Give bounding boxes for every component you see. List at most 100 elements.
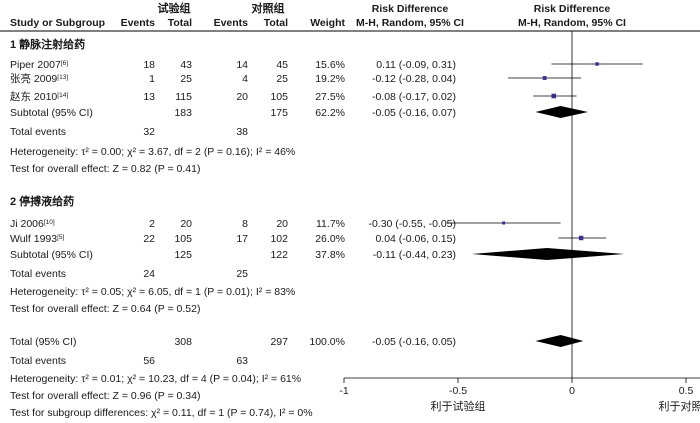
control-group-header: 对照组 [252,1,285,15]
events-control: 17 [236,233,248,245]
study-marker [595,62,599,66]
study-effect-ci: 0.04 (-0.06, 0.15) [375,233,456,245]
subgroup-title: 2 停搏液给药 [10,194,74,208]
subgroup-title: 1 静脉注射给药 [10,37,85,51]
total-treatment: 25 [180,73,192,85]
overall-effect-test-text: Test for overall effect: Z = 0.96 (P = 0… [10,390,200,402]
study-name: 张亮 2009[13] [10,72,68,85]
subgroup-differences-text: Test for subgroup differences: χ² = 0.11… [10,407,313,419]
heterogeneity-text: Heterogeneity: τ² = 0.05; χ² = 6.05, df … [10,286,295,298]
axis-tick-label: -0.5 [449,385,467,397]
overall-effect-text: Test for overall effect: Z = 0.64 (P = 0… [10,303,200,315]
treatment-group-header: 试验组 [158,1,191,15]
subtotal-weight: 62.2% [315,107,345,119]
events-control: 20 [236,91,248,103]
subtotal-total-control: 122 [270,249,288,261]
total-events-control: 38 [236,126,248,138]
total-treatment: 105 [174,233,192,245]
method-header: M-H, Random, 95% CI [356,17,464,29]
study-weight: 15.6% [315,59,345,71]
overall-diamond [535,335,584,347]
axis-tick-label: 0.5 [679,385,694,397]
overall-weight: 100.0% [309,336,345,348]
events-header-control: Events [214,17,249,29]
subtotal-total-control: 175 [270,107,288,119]
study-weight: 26.0% [315,233,345,245]
total-control: 25 [276,73,288,85]
favours-treatment-label: 利于试验组 [431,399,486,413]
subtotal-label: Subtotal (95% CI) [10,249,93,261]
total-header-control: Total [264,17,288,29]
total-control: 20 [276,218,288,230]
events-control: 4 [242,73,248,85]
total-control: 102 [270,233,288,245]
subtotal-total-treatment: 125 [174,249,192,261]
study-weight: 27.5% [315,91,345,103]
total-header-treatment: Total [168,17,192,29]
overall-total-events-control: 63 [236,355,248,367]
rd-column-header: Risk Difference [372,3,449,15]
axis-tick-label: 0 [569,385,575,397]
study-effect-ci: -0.08 (-0.17, 0.02) [372,91,456,103]
study-reference: [6] [61,60,68,67]
overall-effect-text: Test for overall effect: Z = 0.82 (P = 0… [10,163,200,175]
overall-heterogeneity-text: Heterogeneity: τ² = 0.01; χ² = 10.23, df… [10,373,301,385]
study-name: Piper 2007[6] [10,59,68,71]
events-treatment: 22 [143,233,155,245]
total-control: 105 [270,91,288,103]
subtotal-weight: 37.8% [315,249,345,261]
weight-header: Weight [310,17,345,29]
subtotal-effect-ci: -0.11 (-0.44, 0.23) [373,249,456,261]
overall-total-events-treatment: 56 [143,355,155,367]
study-column-header: Study or Subgroup [10,17,105,29]
study-reference: [10] [44,219,55,226]
study-reference: [13] [57,74,68,81]
study-reference: [14] [57,92,68,99]
plot-method-header: M-H, Random, 95% CI [518,17,626,29]
total-control: 45 [276,59,288,71]
events-header-treatment: Events [121,17,156,29]
study-reference: [5] [57,234,64,241]
total-events-treatment: 32 [143,126,155,138]
overall-total-events-label: Total events [10,355,66,367]
total-treatment: 115 [175,91,192,103]
overall-total-treatment: 308 [174,336,192,348]
study-effect-ci: -0.12 (-0.28, 0.04) [372,73,456,85]
overall-effect-ci: -0.05 (-0.16, 0.05) [372,336,456,348]
study-weight: 19.2% [315,73,345,85]
events-treatment: 2 [149,218,155,230]
subtotal-total-treatment: 183 [174,107,192,119]
total-events-label: Total events [10,126,66,138]
study-weight: 11.7% [316,218,345,230]
axis-tick-label: -1 [339,385,348,397]
favours-control-label: 利于对照组 [659,399,700,413]
study-marker [551,93,557,99]
overall-total-control: 297 [270,336,288,348]
subtotal-diamond [471,248,625,260]
subtotal-effect-ci: -0.05 (-0.16, 0.07) [372,107,456,119]
total-events-treatment: 24 [143,268,155,280]
study-name: 赵东 2010[14] [10,90,68,103]
study-marker [542,76,547,80]
study-name: Wulf 1993[5] [10,233,65,245]
study-name: Ji 2006[10] [10,218,55,230]
study-marker [502,221,506,225]
events-treatment: 18 [143,59,155,71]
study-marker [578,235,584,241]
events-treatment: 1 [149,73,155,85]
study-effect-ci: 0.11 (-0.09, 0.31) [376,59,456,71]
events-treatment: 13 [143,91,155,103]
subtotal-diamond [535,106,588,118]
total-treatment: 20 [180,218,192,230]
total-events-control: 25 [236,268,248,280]
plot-title: Risk Difference [534,3,611,15]
events-control: 8 [242,218,248,230]
events-control: 14 [236,59,248,71]
total-treatment: 43 [180,59,192,71]
heterogeneity-text: Heterogeneity: τ² = 0.00; χ² = 3.67, df … [10,146,295,158]
subtotal-label: Subtotal (95% CI) [10,107,93,119]
overall-total-label: Total (95% CI) [10,336,77,348]
study-effect-ci: -0.30 (-0.55, -0.05) [368,218,456,230]
